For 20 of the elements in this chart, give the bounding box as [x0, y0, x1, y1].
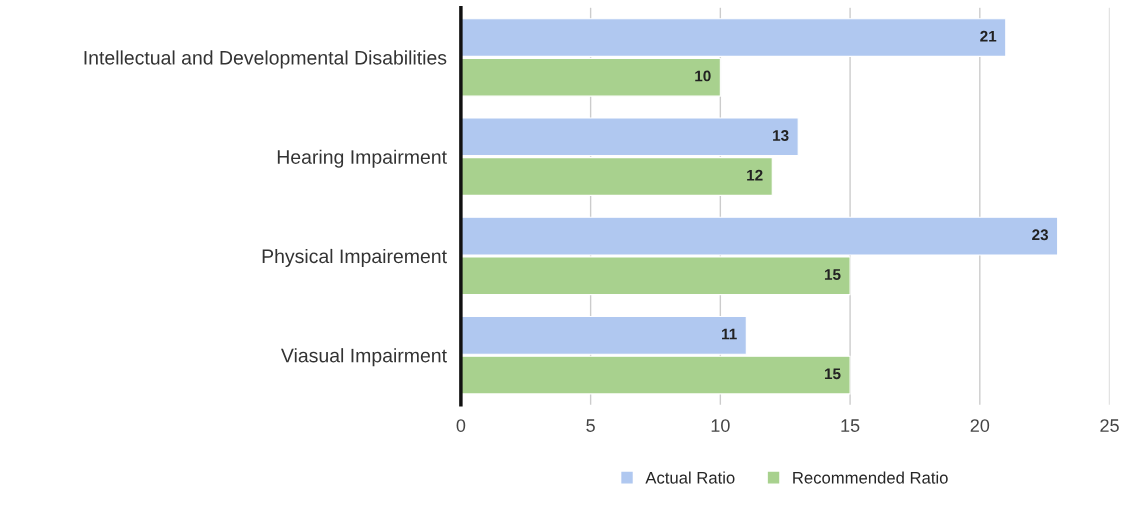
y-tick-label: Hearing Impairment — [277, 149, 447, 168]
data-label: 11 — [722, 328, 737, 340]
x-tick-label: 20 — [970, 419, 990, 432]
x-tick-label: 25 — [1100, 419, 1119, 432]
x-tick-label: 15 — [841, 419, 860, 432]
y-tick-label: Intellectual and Developmental Disabilities — [84, 50, 447, 69]
data-label: 12 — [747, 169, 763, 181]
x-tick-label: 10 — [711, 419, 730, 432]
data-label: 21 — [980, 30, 997, 42]
data-label: 10 — [695, 70, 711, 82]
legend-label: Actual Ratio — [645, 471, 735, 484]
data-label: 23 — [1032, 229, 1049, 241]
data-label: 15 — [824, 368, 841, 380]
legend-label: Recommended Ratio — [793, 471, 948, 484]
x-tick-label: 5 — [586, 419, 595, 432]
x-tick-label: 0 — [456, 419, 466, 432]
y-tick-label: Viasual Impairment — [281, 348, 447, 367]
y-tick-label: Physical Impairement — [262, 248, 447, 268]
data-label: 13 — [773, 130, 789, 141]
data-label: 15 — [824, 269, 841, 280]
